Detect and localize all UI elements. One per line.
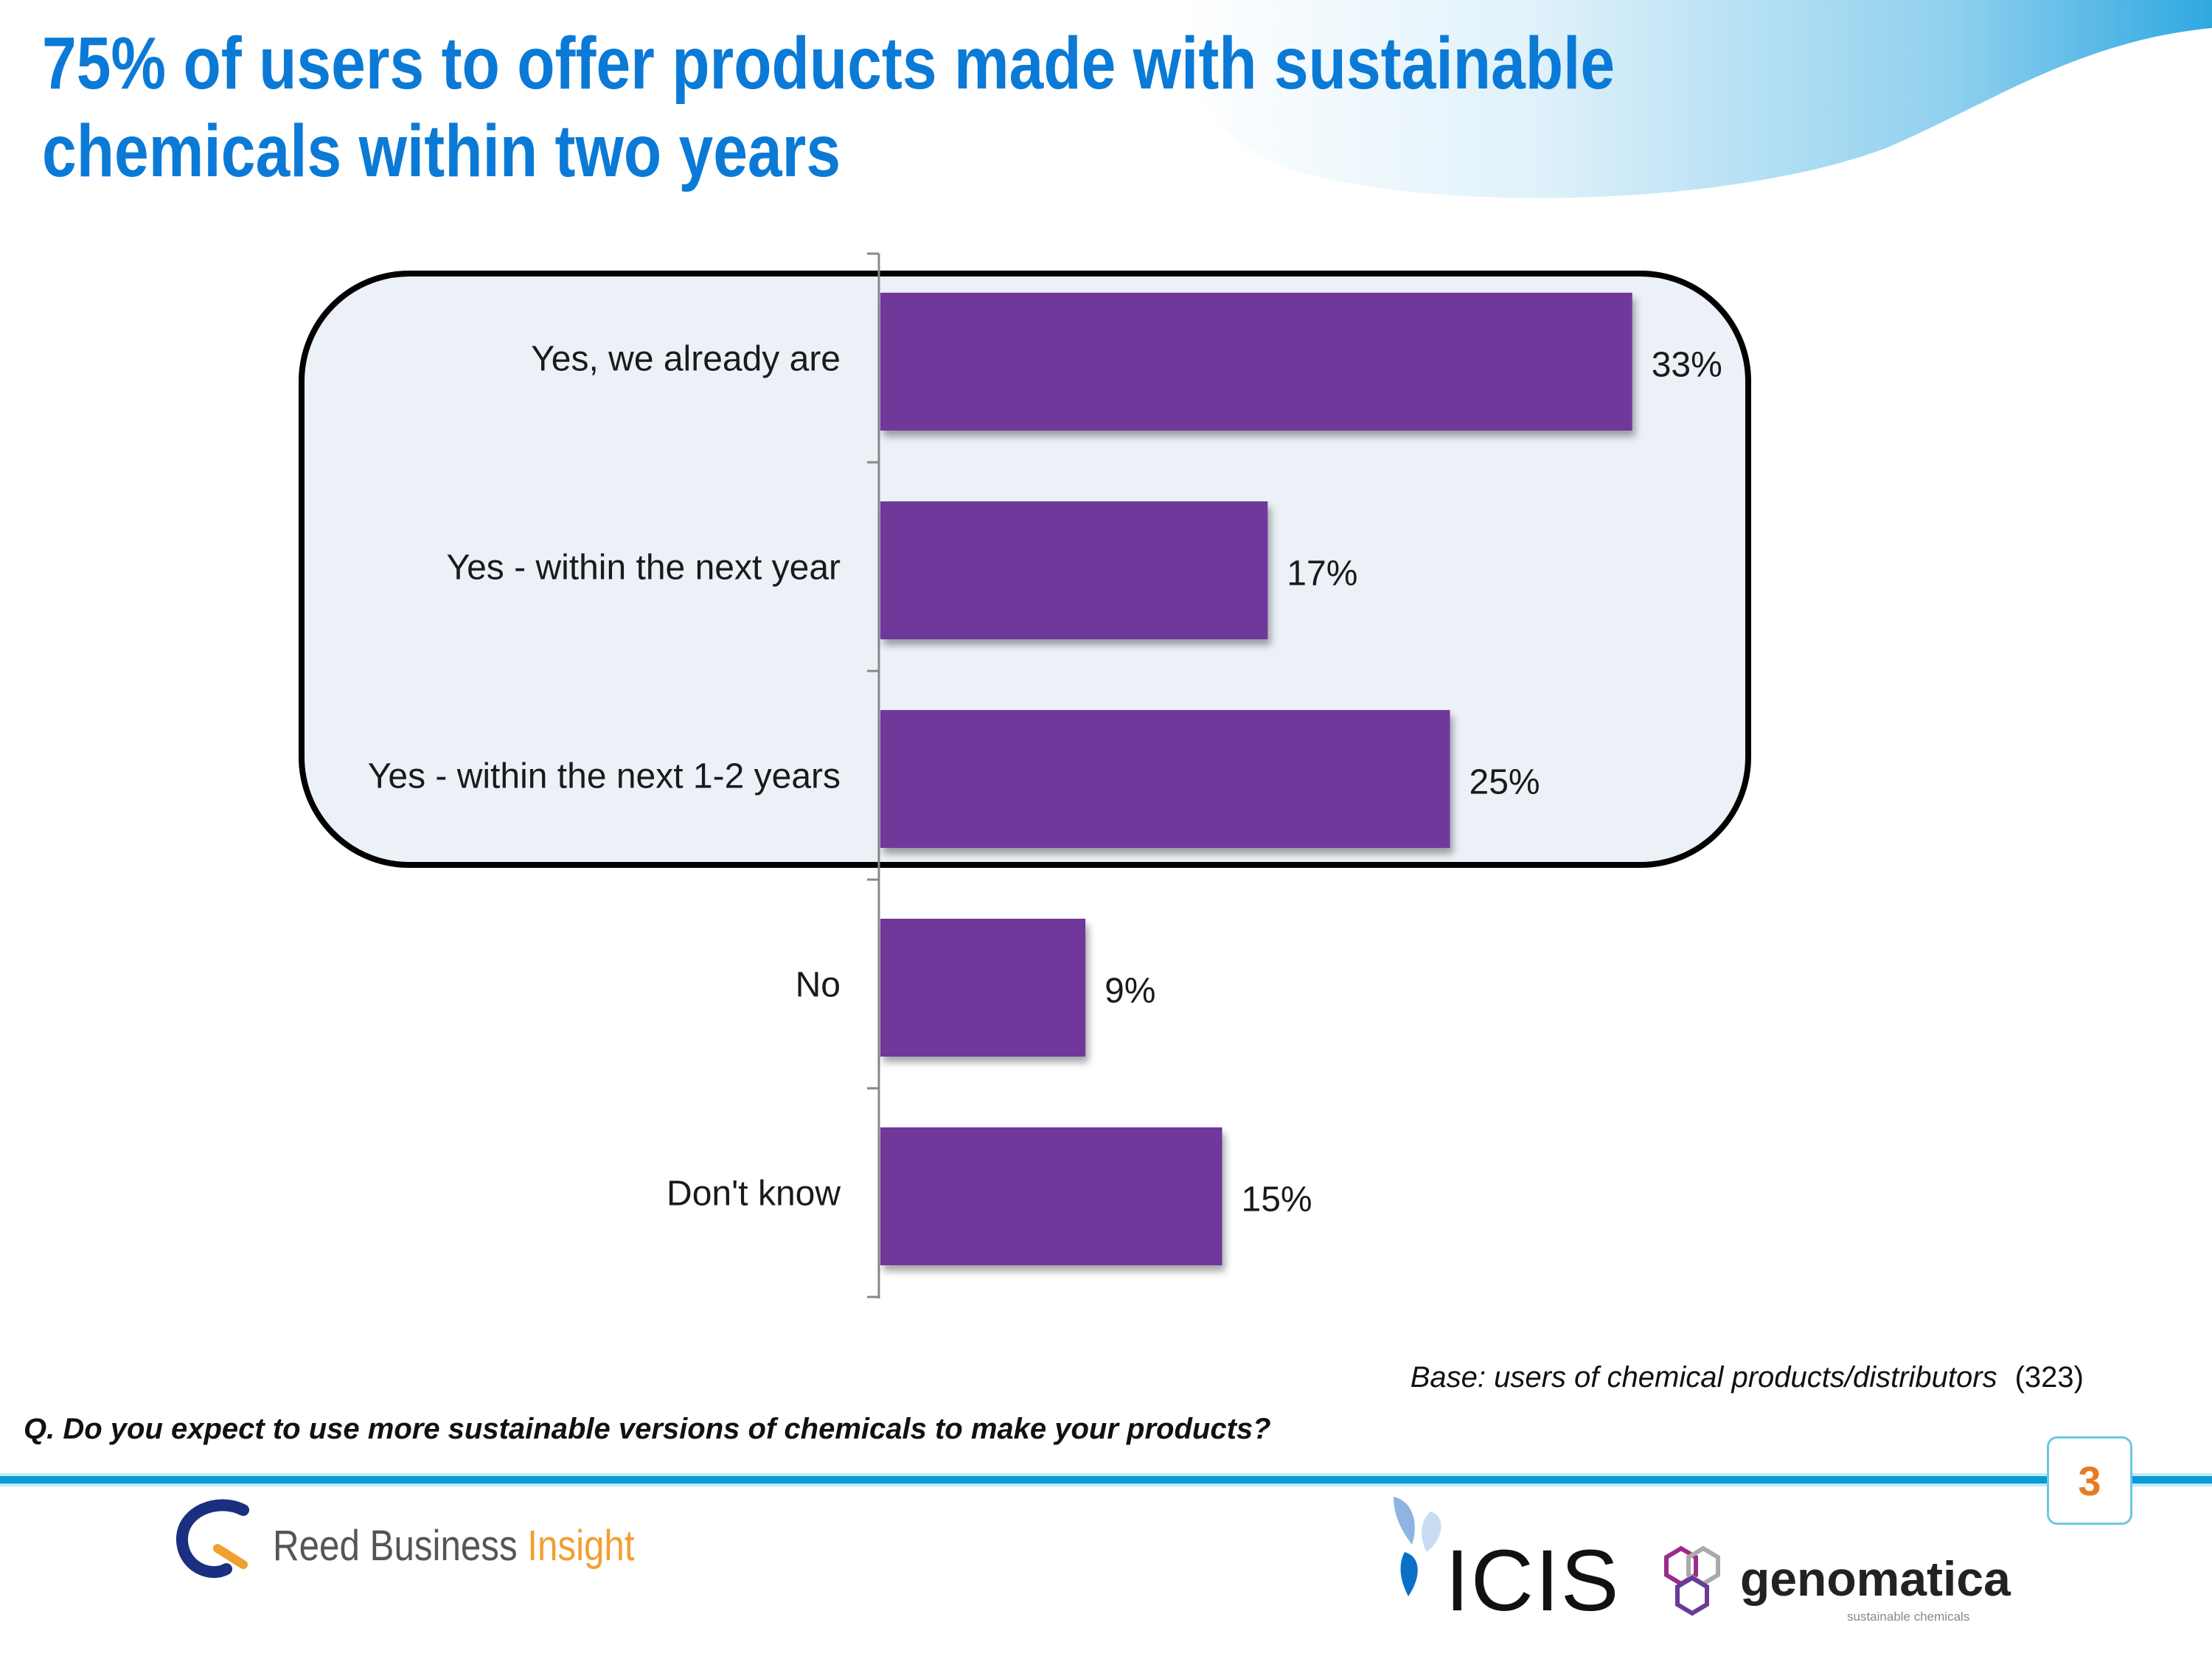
category-label: Yes - within the next year: [446, 548, 841, 587]
category-label: No: [795, 965, 841, 1004]
base-note: Base: users of chemical products/distrib…: [1411, 1361, 2084, 1394]
icis-logo-icon: [1394, 1497, 1441, 1596]
icis-logo-text: ICIS: [1445, 1532, 1621, 1630]
value-label: 9%: [1105, 971, 1156, 1010]
base-label: Base: users of chemical products/distrib…: [1410, 1361, 1997, 1394]
page-number: 3: [2047, 1436, 2132, 1525]
rbi-logo-part1: Reed Business: [273, 1522, 528, 1570]
category-label: Yes, we already are: [531, 339, 841, 378]
rbi-logo-icon: [176, 1499, 249, 1579]
rbi-logo-part2: Insight: [527, 1522, 635, 1570]
value-label: 33%: [1651, 345, 1722, 384]
category-label: Yes - within the next 1-2 years: [367, 757, 841, 796]
survey-question: Q. Do you expect to use more sustainable…: [24, 1413, 1271, 1445]
value-label: 15%: [1241, 1180, 1312, 1219]
bar-4: [880, 1127, 1222, 1265]
bar-1: [880, 501, 1268, 639]
bar-chart: [867, 252, 1632, 1298]
genomatica-tagline: sustainable chemicals: [1847, 1610, 1970, 1624]
base-count: (323): [2014, 1361, 2084, 1394]
category-label: Don't know: [667, 1174, 841, 1213]
genomatica-logo-text: genomatica: [1740, 1551, 2011, 1606]
bar-2: [880, 710, 1450, 848]
rbi-logo-text: Reed Business Insight: [273, 1523, 635, 1570]
footer-divider: [0, 1476, 2212, 1484]
header-swoosh: [1180, 0, 2212, 198]
bar-0: [880, 293, 1632, 431]
genomatica-logo-icon: [1664, 1545, 1720, 1616]
page-title-line-2: chemicals within two years: [42, 110, 841, 192]
value-label: 25%: [1469, 762, 1540, 801]
bar-3: [880, 919, 1086, 1057]
page-title-line-1: 75% of users to offer products made with…: [42, 22, 1615, 105]
value-label: 17%: [1287, 554, 1358, 593]
